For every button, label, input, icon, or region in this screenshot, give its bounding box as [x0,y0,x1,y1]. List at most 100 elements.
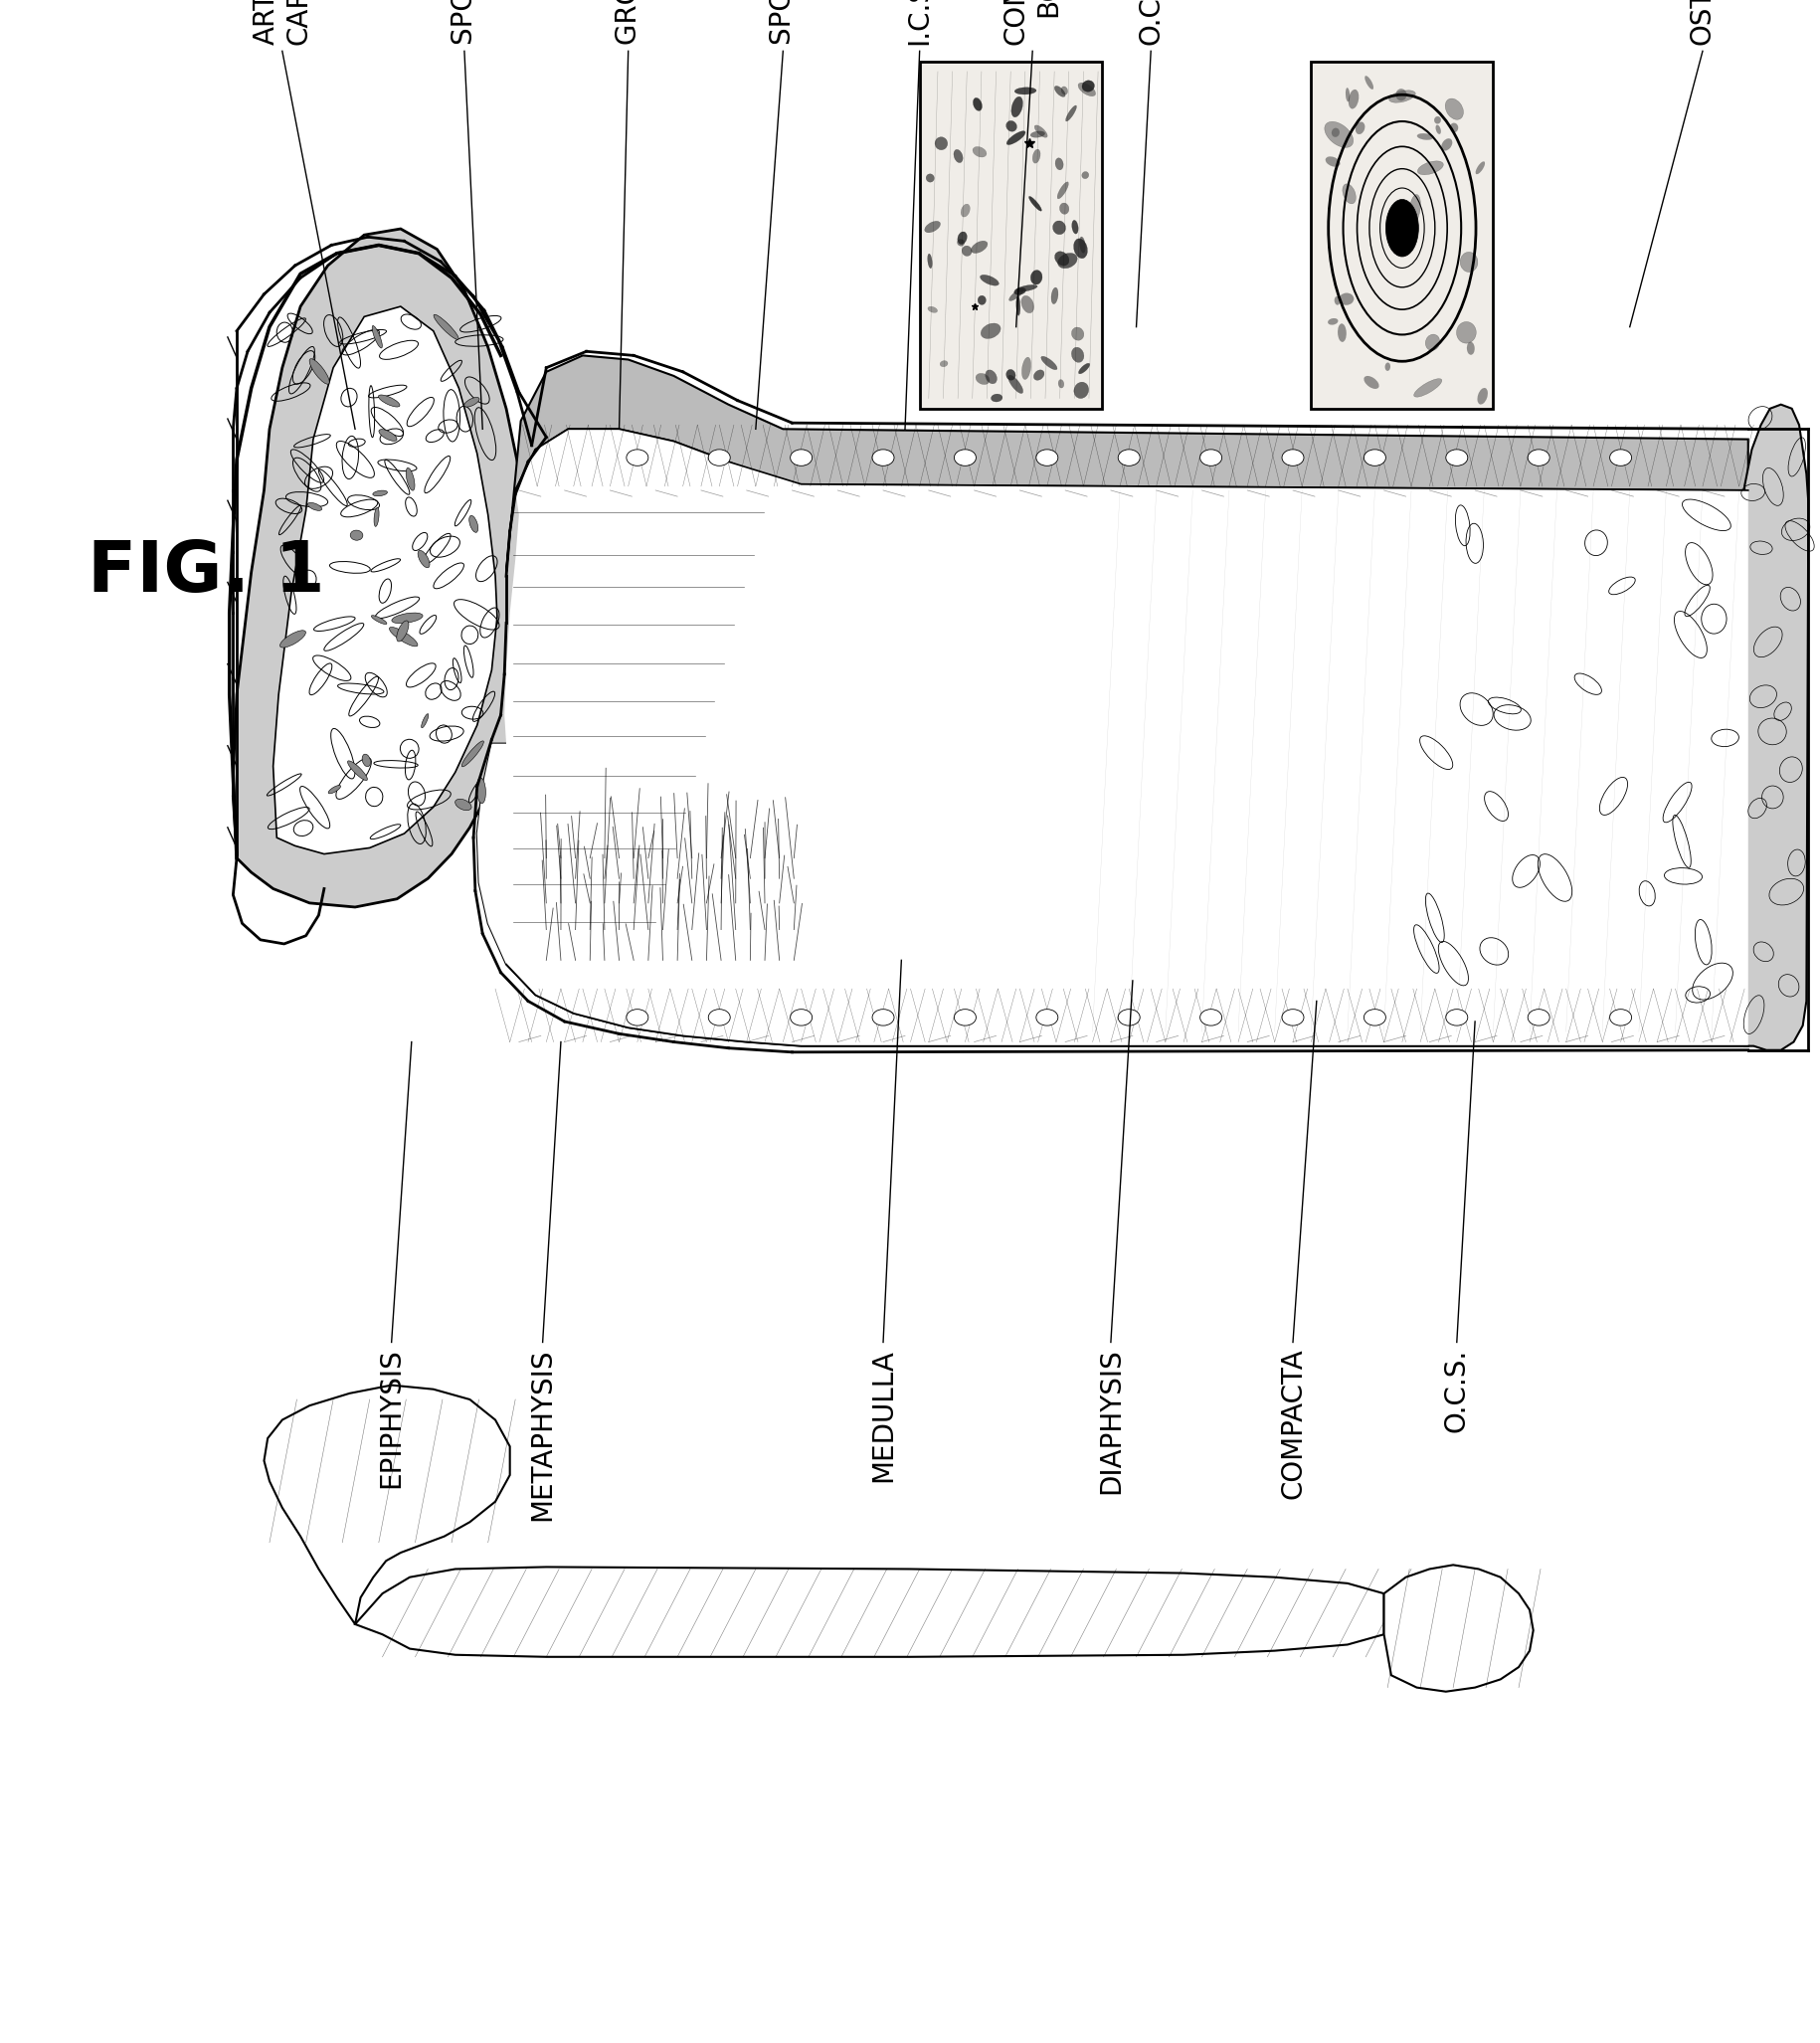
Ellipse shape [462,742,484,766]
Text: O.C.S.: O.C.S. [1136,0,1165,45]
Ellipse shape [1416,161,1443,176]
Ellipse shape [1527,449,1549,466]
Ellipse shape [1325,157,1340,168]
Ellipse shape [1070,327,1083,341]
Ellipse shape [1036,1009,1057,1026]
Ellipse shape [1028,196,1041,210]
Ellipse shape [373,507,379,527]
Ellipse shape [1021,296,1034,313]
Ellipse shape [1052,221,1065,235]
Ellipse shape [1338,323,1345,341]
Ellipse shape [1281,449,1303,466]
Ellipse shape [1441,139,1451,151]
Ellipse shape [389,627,417,646]
Ellipse shape [1054,86,1065,96]
Text: FIG. 1: FIG. 1 [87,537,324,607]
Ellipse shape [1434,125,1440,135]
Ellipse shape [379,394,400,407]
Ellipse shape [1117,1009,1139,1026]
Ellipse shape [1281,1009,1303,1026]
Ellipse shape [1077,82,1096,96]
Ellipse shape [1054,251,1068,266]
Ellipse shape [926,174,934,182]
Ellipse shape [1077,364,1088,374]
Text: COMPACT
BONE: COMPACT BONE [1003,0,1061,45]
Ellipse shape [626,449,648,466]
Ellipse shape [1354,123,1363,135]
Ellipse shape [1016,296,1019,315]
Ellipse shape [954,149,963,163]
Text: O.C.S.: O.C.S. [1441,1348,1471,1432]
Ellipse shape [1385,200,1418,257]
Ellipse shape [872,449,894,466]
Ellipse shape [1323,123,1352,147]
Ellipse shape [925,221,939,233]
Polygon shape [233,229,535,907]
Ellipse shape [1363,376,1378,388]
Ellipse shape [1030,270,1041,284]
Ellipse shape [1476,388,1487,405]
Ellipse shape [379,429,397,441]
Ellipse shape [1006,121,1016,131]
Bar [919,61,1101,409]
Ellipse shape [1349,90,1358,108]
Ellipse shape [309,360,329,384]
Ellipse shape [1445,1009,1467,1026]
Ellipse shape [1056,157,1063,170]
Ellipse shape [1416,133,1432,139]
Text: MEDULLA: MEDULLA [868,1348,897,1481]
Ellipse shape [464,396,479,407]
Ellipse shape [1445,449,1467,466]
Polygon shape [1744,405,1807,1050]
Ellipse shape [1074,382,1088,398]
Ellipse shape [961,245,972,255]
Ellipse shape [981,323,999,339]
Ellipse shape [1072,221,1077,233]
Ellipse shape [477,778,486,803]
Ellipse shape [626,1009,648,1026]
Ellipse shape [1609,449,1631,466]
Ellipse shape [1199,1009,1221,1026]
Ellipse shape [1014,88,1036,94]
Bar [1310,61,1492,409]
Ellipse shape [455,799,471,811]
Ellipse shape [939,362,946,368]
Ellipse shape [990,394,1001,402]
Ellipse shape [1030,131,1045,137]
Ellipse shape [1345,88,1349,102]
Ellipse shape [1034,370,1043,380]
Text: EPIPHYSIS: EPIPHYSIS [377,1348,406,1489]
Ellipse shape [417,550,430,568]
Ellipse shape [406,468,415,490]
Ellipse shape [1057,380,1063,388]
Text: OSTEONS: OSTEONS [1687,0,1716,45]
Ellipse shape [433,315,459,339]
Ellipse shape [985,370,996,384]
Polygon shape [477,429,1747,1046]
Ellipse shape [926,253,932,268]
Ellipse shape [972,147,986,157]
Ellipse shape [1034,125,1046,137]
Ellipse shape [961,204,970,217]
Ellipse shape [1057,253,1077,268]
Ellipse shape [1041,355,1057,370]
Ellipse shape [280,631,306,648]
Ellipse shape [790,449,812,466]
Ellipse shape [1074,239,1087,257]
Ellipse shape [872,1009,894,1026]
Ellipse shape [1050,288,1057,304]
Ellipse shape [957,239,965,245]
Ellipse shape [1006,370,1016,380]
Ellipse shape [976,374,988,384]
Ellipse shape [1330,129,1340,137]
Polygon shape [477,744,1747,1046]
Ellipse shape [970,241,986,253]
Ellipse shape [1061,86,1067,94]
Ellipse shape [1117,449,1139,466]
Ellipse shape [349,531,362,539]
Ellipse shape [1338,292,1352,304]
Ellipse shape [1412,378,1441,396]
Ellipse shape [1389,90,1414,102]
Ellipse shape [1327,319,1338,325]
Polygon shape [355,1567,1383,1657]
